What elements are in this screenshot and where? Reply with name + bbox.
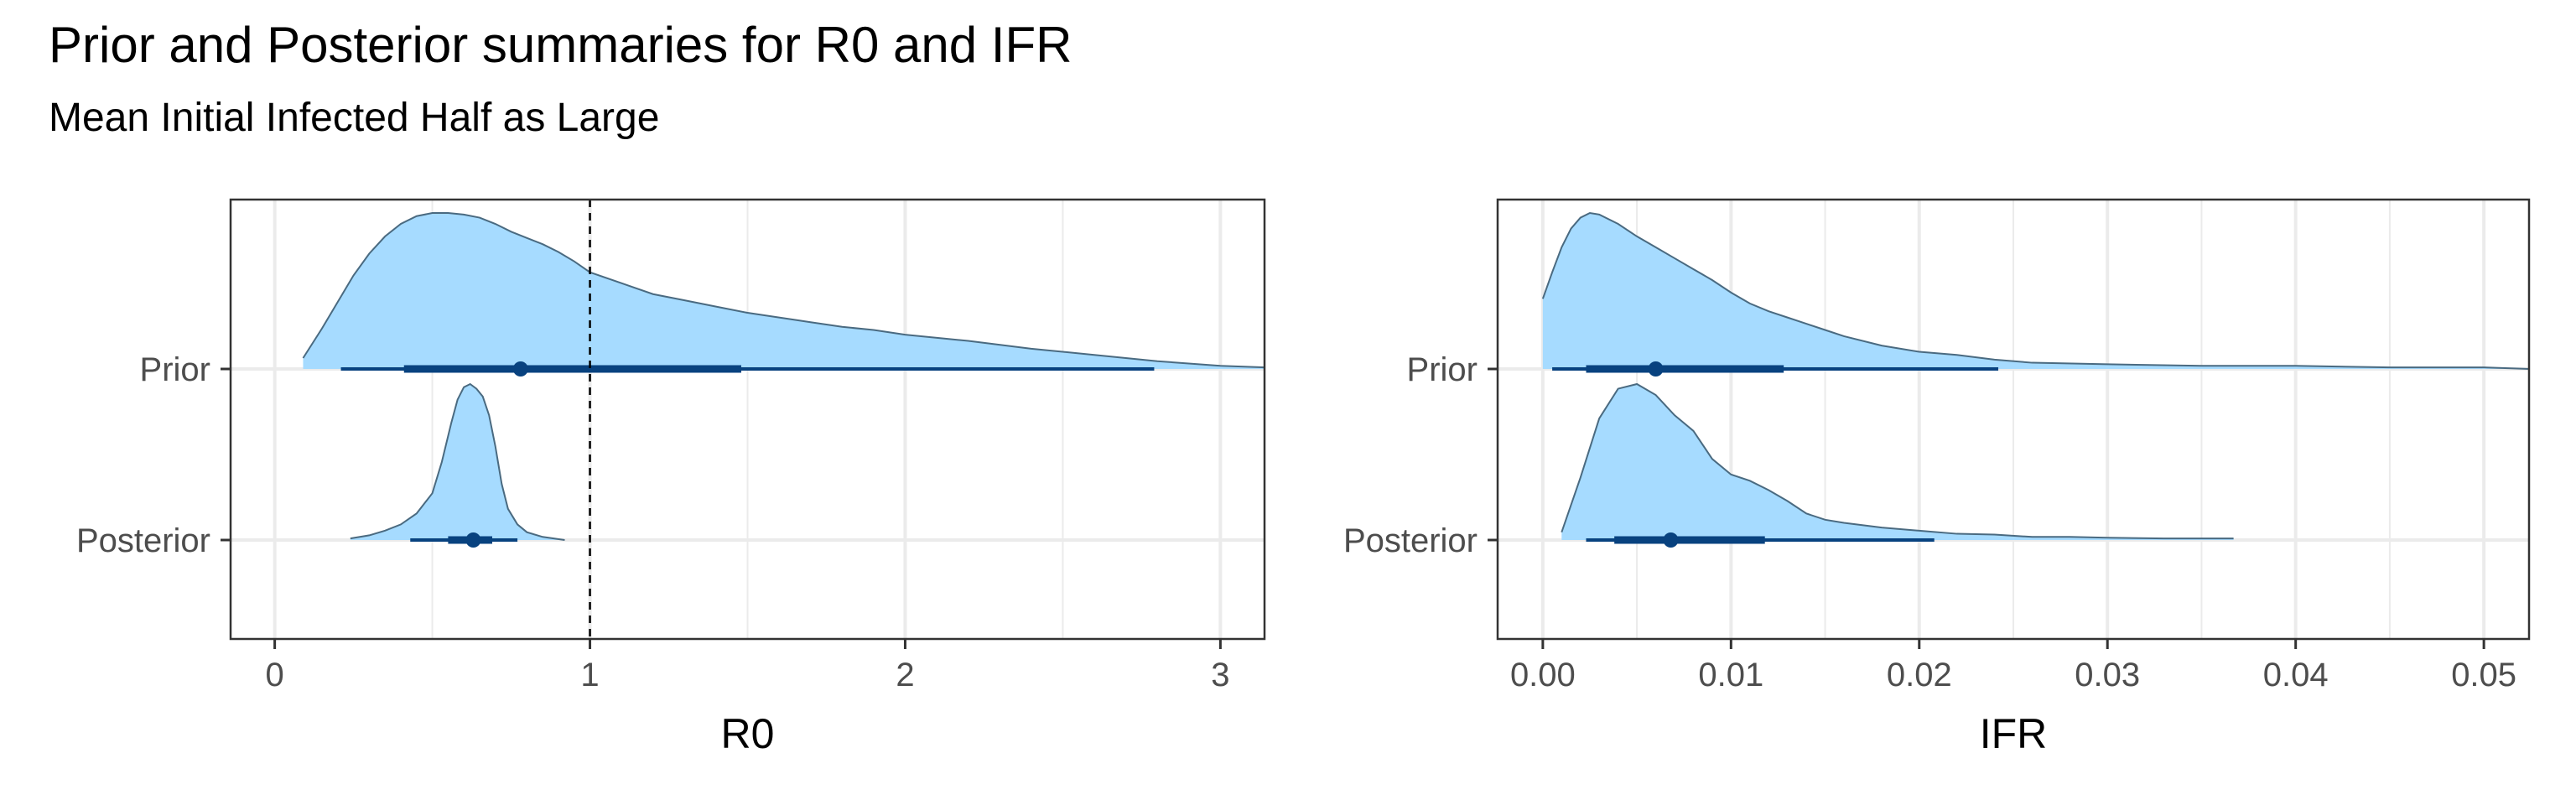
panel-border <box>229 198 1266 641</box>
point-estimate-prior <box>512 361 528 377</box>
density-outline-posterior <box>1561 382 2234 540</box>
density-fill-posterior <box>1561 384 2234 540</box>
x-tick-label: 0.03 <box>2075 657 2140 693</box>
point-estimate-posterior <box>1663 532 1679 548</box>
density-fill-posterior <box>350 384 565 540</box>
point-estimate-prior <box>1648 361 1664 377</box>
category-label: Prior <box>140 351 210 388</box>
density-outline-posterior <box>350 382 565 541</box>
category-label: Prior <box>1407 351 1478 388</box>
panel-ifr: Prior Posterior 0.00 0.01 0.02 0.03 0.04 0.05 IF… <box>1343 198 2531 757</box>
x-tick-label: 0.02 <box>1887 657 1952 693</box>
panel-border <box>1496 198 2531 641</box>
plot-area <box>302 212 1265 548</box>
category-label: Posterior <box>76 522 210 559</box>
point-estimate-posterior <box>465 532 481 548</box>
plot-area <box>1541 211 2529 548</box>
panel-r0: Prior Posterior 0 1 2 3 R0 <box>76 198 1266 757</box>
chart-subtitle: Mean Initial Infected Half as Large <box>49 96 660 140</box>
density-outline-prior <box>302 212 1265 369</box>
x-tick-label: 3 <box>1211 657 1229 693</box>
x-tick-label: 0.05 <box>2451 657 2516 693</box>
x-tick-label: 0 <box>266 657 284 693</box>
x-tick-label: 1 <box>580 657 599 693</box>
x-axis-title: IFR <box>1980 710 2048 757</box>
x-tick-label: 0.00 <box>1510 657 1576 693</box>
x-tick-label: 0.01 <box>1698 657 1763 693</box>
density-outline-prior <box>1541 211 2529 370</box>
density-fill-prior <box>303 213 1265 369</box>
x-tick-label: 2 <box>896 657 914 693</box>
density-fill-prior <box>1542 213 2529 369</box>
category-label: Posterior <box>1343 522 1478 559</box>
x-tick-label: 0.04 <box>2263 657 2329 693</box>
chart-title: Prior and Posterior summaries for R0 and… <box>49 17 1072 73</box>
x-axis-title: R0 <box>721 710 775 757</box>
